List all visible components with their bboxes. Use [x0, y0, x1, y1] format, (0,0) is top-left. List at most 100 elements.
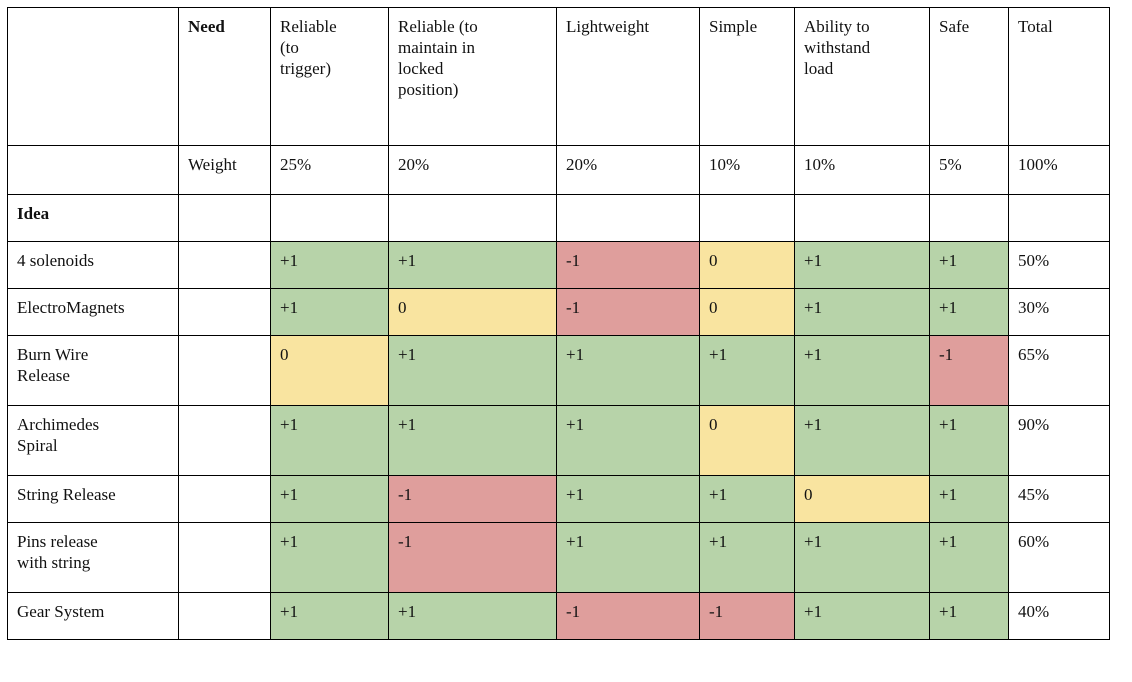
score-cell: +1	[556, 522, 700, 593]
score-cell: +1	[270, 592, 389, 640]
score-cell: 0	[388, 288, 557, 336]
idea-name: Archimedes Spiral	[7, 405, 179, 476]
idea-rows: 4 solenoids +1 +1 -1 0 +1 +1 50% ElectroMagnets +…	[7, 241, 1110, 640]
score-cell: +1	[794, 522, 930, 593]
empty-cell	[556, 194, 700, 242]
score-cell: +1	[388, 405, 557, 476]
weight-value: 10%	[794, 145, 930, 195]
weight-value: 10%	[699, 145, 795, 195]
score-cell: +1	[556, 405, 700, 476]
need-empty-cell	[178, 475, 271, 523]
weight-value: 25%	[270, 145, 389, 195]
empty-cell	[388, 194, 557, 242]
idea-total: 90%	[1008, 405, 1110, 476]
idea-name: Gear System	[7, 592, 179, 640]
need-empty-cell	[178, 522, 271, 593]
score-cell: +1	[270, 475, 389, 523]
idea-name: Burn Wire Release	[7, 335, 179, 406]
score-cell: -1	[929, 335, 1009, 406]
weight-value: 20%	[556, 145, 700, 195]
score-cell: +1	[929, 288, 1009, 336]
need-empty-cell	[178, 241, 271, 289]
score-cell: -1	[556, 288, 700, 336]
idea-name: Pins release with string	[7, 522, 179, 593]
score-cell: 0	[794, 475, 930, 523]
criterion-header-safe: Safe	[929, 7, 1009, 146]
decision-matrix-table: Need Reliable (to trigger) Reliable (to …	[7, 7, 1110, 640]
idea-label: Idea	[7, 194, 179, 242]
idea-total: 40%	[1008, 592, 1110, 640]
score-cell: 0	[699, 241, 795, 289]
need-empty-cell	[178, 405, 271, 476]
empty-cell	[270, 194, 389, 242]
weight-label: Weight	[178, 145, 271, 195]
idea-row: ElectroMagnets +1 0 -1 0 +1 +1 30%	[7, 288, 1110, 336]
empty-cell	[178, 194, 271, 242]
idea-row: Burn Wire Release 0 +1 +1 +1 +1 -1 65%	[7, 335, 1110, 406]
criterion-header-withstand-load: Ability to withstand load	[794, 7, 930, 146]
weight-empty-cell	[7, 145, 179, 195]
score-cell: +1	[929, 522, 1009, 593]
score-cell: +1	[794, 288, 930, 336]
score-cell: +1	[556, 475, 700, 523]
total-header: Total	[1008, 7, 1110, 146]
score-cell: 0	[699, 405, 795, 476]
idea-total: 65%	[1008, 335, 1110, 406]
idea-row: 4 solenoids +1 +1 -1 0 +1 +1 50%	[7, 241, 1110, 289]
need-empty-cell	[178, 592, 271, 640]
score-cell: -1	[556, 592, 700, 640]
idea-total: 45%	[1008, 475, 1110, 523]
score-cell: +1	[794, 592, 930, 640]
score-cell: +1	[929, 475, 1009, 523]
weight-total: 100%	[1008, 145, 1110, 195]
score-cell: +1	[270, 522, 389, 593]
score-cell: -1	[699, 592, 795, 640]
score-cell: -1	[388, 522, 557, 593]
score-cell: +1	[270, 405, 389, 476]
corner-cell	[7, 7, 179, 146]
idea-name: ElectroMagnets	[7, 288, 179, 336]
score-cell: +1	[388, 241, 557, 289]
idea-row: String Release +1 -1 +1 +1 0 +1 45%	[7, 475, 1110, 523]
empty-cell	[1008, 194, 1110, 242]
score-cell: +1	[270, 241, 389, 289]
weight-value: 20%	[388, 145, 557, 195]
idea-name: String Release	[7, 475, 179, 523]
idea-row: Gear System +1 +1 -1 -1 +1 +1 40%	[7, 592, 1110, 640]
need-header: Need	[178, 7, 271, 146]
score-cell: +1	[388, 335, 557, 406]
criterion-header-simple: Simple	[699, 7, 795, 146]
need-empty-cell	[178, 335, 271, 406]
score-cell: +1	[699, 335, 795, 406]
idea-name: 4 solenoids	[7, 241, 179, 289]
idea-total: 60%	[1008, 522, 1110, 593]
score-cell: +1	[929, 592, 1009, 640]
score-cell: -1	[556, 241, 700, 289]
score-cell: -1	[388, 475, 557, 523]
score-cell: +1	[699, 522, 795, 593]
score-cell: 0	[699, 288, 795, 336]
criterion-header-reliable-locked: Reliable (to maintain in locked position…	[388, 7, 557, 146]
idea-label-row: Idea	[7, 194, 1110, 242]
score-cell: 0	[270, 335, 389, 406]
weight-row: Weight 25% 20% 20% 10% 10% 5% 100%	[7, 145, 1110, 195]
criterion-header-lightweight: Lightweight	[556, 7, 700, 146]
idea-row: Pins release with string +1 -1 +1 +1 +1 +1 60%	[7, 522, 1110, 593]
score-cell: +1	[929, 405, 1009, 476]
weight-value: 5%	[929, 145, 1009, 195]
score-cell: +1	[929, 241, 1009, 289]
idea-total: 30%	[1008, 288, 1110, 336]
score-cell: +1	[794, 335, 930, 406]
idea-row: Archimedes Spiral +1 +1 +1 0 +1 +1 90%	[7, 405, 1110, 476]
idea-total: 50%	[1008, 241, 1110, 289]
score-cell: +1	[794, 241, 930, 289]
empty-cell	[699, 194, 795, 242]
score-cell: +1	[699, 475, 795, 523]
score-cell: +1	[388, 592, 557, 640]
score-cell: +1	[270, 288, 389, 336]
empty-cell	[929, 194, 1009, 242]
criterion-header-reliable-trigger: Reliable (to trigger)	[270, 7, 389, 146]
score-cell: +1	[556, 335, 700, 406]
criteria-header-row: Need Reliable (to trigger) Reliable (to …	[7, 7, 1110, 146]
score-cell: +1	[794, 405, 930, 476]
